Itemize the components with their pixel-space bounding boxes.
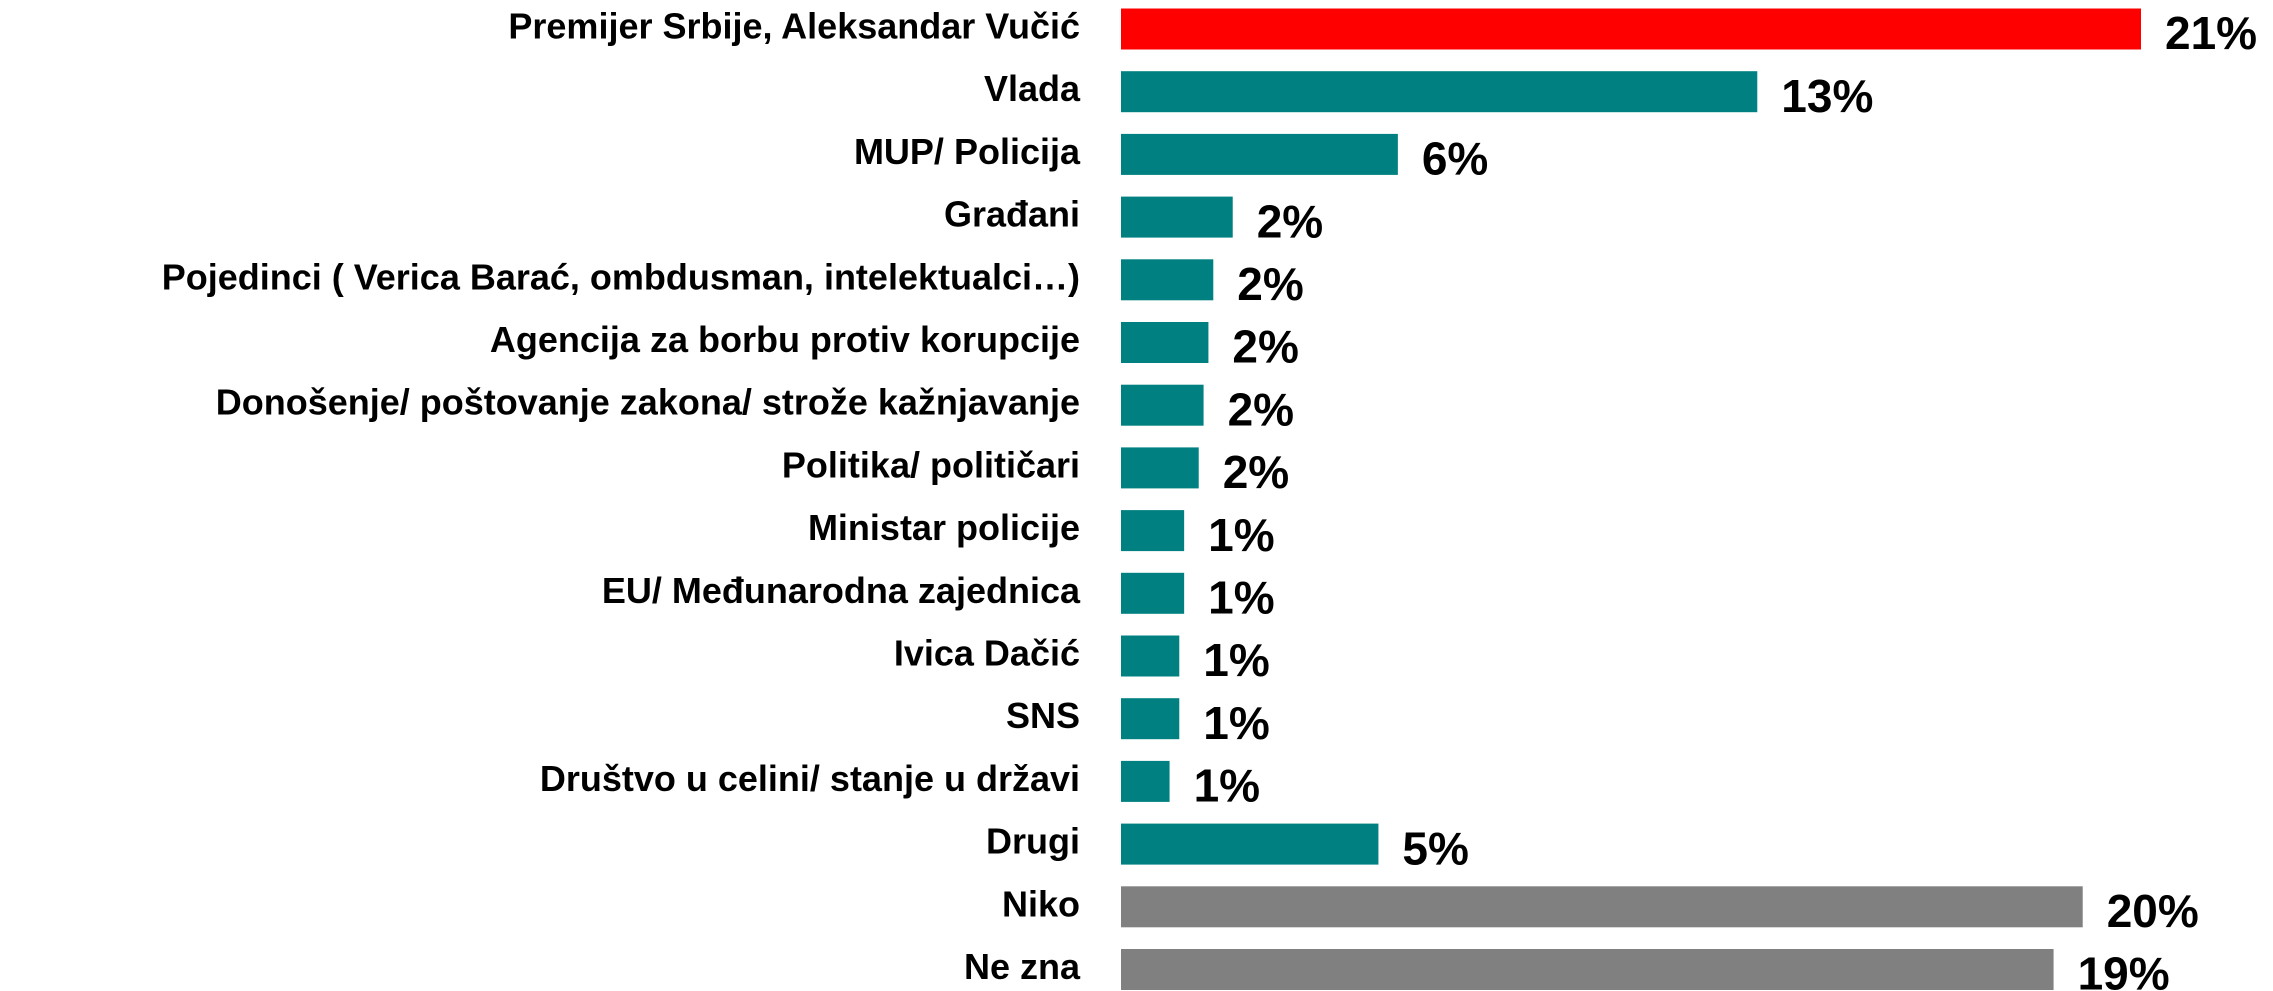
bar (1121, 71, 1758, 113)
category-label: EU/ Međunarodna zajednica (602, 570, 1081, 611)
bar (1121, 133, 1398, 175)
category-label: Politika/ političari (782, 444, 1080, 485)
value-label: 1% (1203, 697, 1269, 749)
category-label: Društvo u celini/ stanje u državi (540, 758, 1080, 799)
category-label: Niko (1002, 883, 1080, 924)
bar (1121, 949, 2054, 990)
category-label: Agencija za borbu protiv korupcije (490, 319, 1080, 360)
bar (1121, 384, 1204, 426)
category-label: Premijer Srbije, Aleksandar Vučić (508, 6, 1080, 47)
category-label: Ne zna (964, 946, 1081, 987)
bar (1121, 823, 1379, 865)
bar (1121, 698, 1180, 740)
category-label: Pojedinci ( Verica Barać, ombdusman, int… (162, 256, 1080, 297)
bar (1121, 572, 1185, 614)
value-label: 2% (1228, 383, 1294, 435)
value-label: 2% (1237, 258, 1303, 310)
bar (1121, 259, 1214, 301)
value-label: 2% (1232, 321, 1298, 373)
value-label: 1% (1208, 571, 1274, 623)
value-label: 2% (1257, 195, 1323, 247)
category-label: Donošenje/ poštovanje zakona/ strože kaž… (216, 382, 1080, 423)
bar (1121, 196, 1233, 238)
value-label: 6% (1422, 133, 1488, 185)
category-label: Vlada (984, 68, 1081, 109)
bar (1121, 760, 1170, 802)
bar (1121, 635, 1180, 677)
bar (1121, 510, 1185, 552)
value-label: 1% (1203, 634, 1269, 686)
value-label: 21% (2165, 7, 2257, 59)
category-label: SNS (1006, 695, 1080, 736)
category-label: Građani (944, 194, 1080, 235)
value-label: 2% (1223, 446, 1289, 498)
value-label: 19% (2078, 948, 2170, 991)
value-label: 20% (2107, 885, 2199, 937)
category-label: Ivica Dačić (894, 633, 1080, 674)
category-label: Ministar policije (808, 507, 1080, 548)
category-label: MUP/ Policija (854, 131, 1081, 172)
bar (1121, 447, 1199, 489)
value-label: 5% (1402, 822, 1468, 874)
value-label: 13% (1781, 70, 1873, 122)
bar (1121, 886, 2083, 928)
bar (1121, 322, 1209, 363)
value-label: 1% (1194, 760, 1260, 812)
category-label: Drugi (986, 821, 1080, 862)
bar (1121, 8, 2141, 50)
value-label: 1% (1208, 509, 1274, 561)
